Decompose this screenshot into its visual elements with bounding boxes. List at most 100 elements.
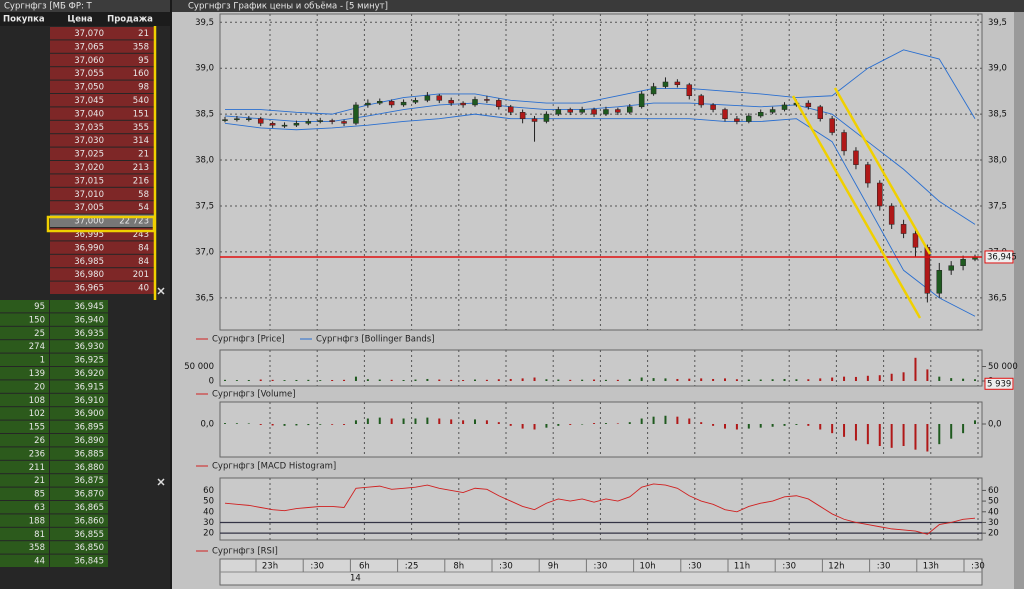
ask-volume: 95: [138, 56, 149, 66]
candle-body: [817, 106, 823, 119]
histogram-bar: [974, 379, 976, 381]
candle-body: [603, 109, 609, 115]
ask-price-cell: [50, 107, 108, 120]
bid-price: 36,860: [74, 516, 104, 526]
histogram-bar: [378, 379, 381, 381]
candle-body: [888, 205, 895, 225]
histogram-bar: [426, 378, 429, 381]
y-tick-label: 36,5: [988, 293, 1007, 303]
ask-price-cell: [50, 67, 108, 80]
histogram-bar: [545, 379, 548, 381]
y-tick-label: 37,0: [195, 247, 214, 257]
histogram-bar: [521, 378, 524, 381]
histogram-bar: [485, 420, 488, 424]
histogram-bar: [712, 378, 715, 381]
histogram-bar: [235, 423, 238, 424]
scrollbar[interactable]: [1014, 12, 1024, 589]
bid-price: 36,930: [74, 342, 104, 352]
histogram-bar: [771, 424, 774, 427]
ask-volume-cell: [108, 187, 154, 201]
histogram-bar: [747, 379, 750, 381]
ask-price: 37,025: [74, 150, 104, 160]
ask-price: 36,965: [74, 284, 104, 294]
close-icons[interactable]: [157, 287, 165, 486]
bid-price-cell: [50, 393, 108, 407]
histogram-bar: [343, 379, 346, 381]
ask-price: 37,070: [74, 29, 104, 39]
candle-body: [734, 118, 740, 122]
bid-price: 36,895: [74, 423, 104, 433]
histogram-bar: [438, 379, 441, 381]
ask-price-cell: [50, 40, 108, 53]
candle-body: [531, 118, 538, 122]
bid-volume-cell: [0, 353, 49, 366]
ask-price-cell: [50, 120, 108, 134]
histogram-bar: [735, 379, 738, 381]
ask-volume-cell: [108, 80, 154, 93]
bid-price-cell: [50, 326, 108, 340]
bid-price-cell: [50, 367, 108, 380]
candle-body: [543, 113, 550, 122]
ask-volume-cell: [108, 254, 154, 268]
time-label: 23h: [262, 562, 278, 572]
candle-body: [567, 109, 573, 113]
y-tick-label: 50 000: [184, 362, 214, 372]
y-tick-label: 39,5: [988, 18, 1007, 28]
bid-volume-cell: [0, 541, 49, 554]
histogram-bar: [628, 422, 631, 424]
histogram-bar: [795, 424, 798, 425]
ask-volume: 21: [138, 150, 149, 160]
bid-volume: 358: [29, 543, 45, 553]
ask-volume: 21: [138, 29, 149, 39]
ask-price: 36,985: [74, 257, 104, 267]
ask-volume: 84: [138, 257, 149, 267]
histogram-bar: [914, 357, 917, 381]
ask-volume-cell: [108, 94, 154, 107]
histogram-bar: [414, 379, 417, 381]
histogram-bar: [724, 378, 726, 381]
bid-price: 36,945: [74, 302, 104, 312]
histogram-bar: [497, 422, 500, 424]
time-label: :30: [877, 562, 891, 572]
ask-volume: 355: [133, 123, 149, 133]
candle-body: [400, 101, 407, 106]
candle-body: [936, 270, 943, 294]
histogram-bar: [271, 424, 274, 426]
time-label: :30: [971, 562, 985, 572]
y-tick-label: 50: [203, 497, 214, 507]
ask-volume-cell: [108, 147, 154, 160]
ask-price-cell: [50, 134, 108, 147]
histogram-bar: [926, 424, 929, 452]
histogram-bar: [224, 423, 226, 424]
histogram-bar: [616, 379, 619, 381]
histogram-bar: [450, 379, 453, 381]
bollinger-band: [224, 113, 976, 317]
rsi-line: [224, 483, 976, 535]
histogram-bar: [474, 419, 476, 424]
histogram-bar: [378, 417, 381, 424]
time-label: :25: [405, 562, 419, 572]
candle-body: [246, 118, 252, 120]
ask-price: 37,060: [74, 56, 104, 66]
histogram-bar: [890, 424, 893, 448]
time-label: :30: [594, 562, 608, 572]
date-label: 14: [350, 574, 361, 584]
y-tick-label: 38,5: [988, 110, 1007, 120]
histogram-bar: [831, 424, 834, 434]
y-tick-label: 36,5: [195, 293, 214, 303]
bid-price-cell: [50, 527, 108, 541]
candle-body: [829, 118, 835, 133]
ask-volume: 358: [133, 42, 149, 52]
histogram-bar: [247, 379, 250, 381]
annotation-box[interactable]: [46, 215, 156, 233]
bid-price: 36,915: [74, 382, 104, 392]
histogram-bar: [259, 379, 262, 381]
bid-volume: 20: [34, 382, 45, 392]
candle-body: [900, 224, 907, 234]
bid-volume: 236: [29, 449, 45, 459]
histogram-bar: [390, 379, 393, 381]
ask-price-cell: [50, 281, 108, 294]
ask-price-cell: [50, 161, 108, 174]
ask-volume: 98: [138, 83, 149, 93]
